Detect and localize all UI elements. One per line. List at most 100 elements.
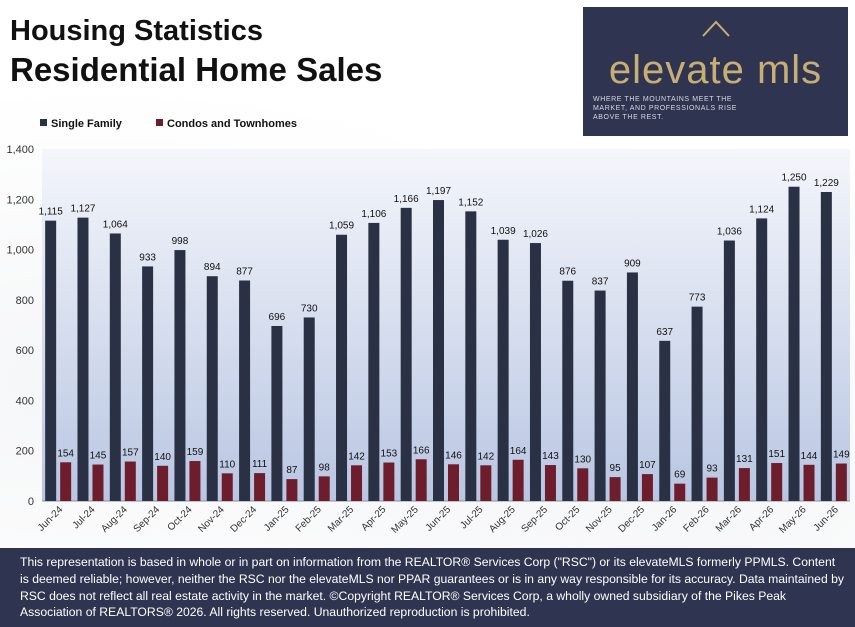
data-label-single-family: 637 xyxy=(656,327,673,338)
data-label-single-family: 1,026 xyxy=(523,229,548,240)
data-label-condos: 69 xyxy=(674,470,686,481)
bar-single-family xyxy=(142,266,154,501)
mountain-chevron-icon xyxy=(702,20,730,37)
bar-condos xyxy=(480,465,492,501)
data-label-condos: 110 xyxy=(219,459,235,470)
data-label-condos: 142 xyxy=(348,451,365,462)
x-tick-label: Sep-25 xyxy=(519,504,550,535)
bar-condos xyxy=(92,464,104,501)
x-tick-label: Mar-25 xyxy=(326,504,356,534)
logo-wordmark: elevate mls xyxy=(608,48,823,92)
x-tick-label: Oct-25 xyxy=(553,504,582,533)
data-label-single-family: 876 xyxy=(559,267,576,278)
data-label-condos: 153 xyxy=(381,449,398,460)
data-label-condos: 95 xyxy=(610,463,622,474)
bar-condos xyxy=(641,474,653,501)
data-label-single-family: 1,059 xyxy=(329,221,354,232)
x-tick-label: Jul-24 xyxy=(71,504,98,531)
bar-condos xyxy=(771,463,783,501)
bar-single-family xyxy=(723,240,735,501)
data-label-condos: 157 xyxy=(122,448,139,459)
x-tick-label: Nov-25 xyxy=(584,504,615,535)
bar-single-family xyxy=(691,306,703,501)
bar-single-family xyxy=(400,207,412,501)
data-label-condos: 166 xyxy=(413,445,430,456)
bar-condos xyxy=(609,477,621,501)
bar-single-family xyxy=(594,290,606,501)
bar-condos xyxy=(221,473,233,501)
bar-condos xyxy=(738,468,750,501)
y-tick-label: 200 xyxy=(16,446,34,458)
bar-condos xyxy=(351,465,363,501)
bar-condos xyxy=(512,459,524,501)
data-label-single-family: 909 xyxy=(624,258,641,269)
data-label-single-family: 837 xyxy=(592,277,609,288)
data-label-condos: 131 xyxy=(736,454,753,465)
data-label-single-family: 1,197 xyxy=(426,186,451,197)
x-tick-label: Jun-25 xyxy=(424,504,454,534)
x-tick-label: Jun-24 xyxy=(36,504,66,534)
x-tick-label: May-26 xyxy=(777,504,809,536)
bar-condos xyxy=(448,464,459,501)
data-label-condos: 98 xyxy=(319,462,331,473)
bar-condos xyxy=(286,479,298,501)
data-label-single-family: 1,152 xyxy=(458,197,483,208)
data-label-single-family: 933 xyxy=(139,252,156,263)
x-tick-label: Jul-25 xyxy=(458,504,485,531)
legend-item-condos: Condos and Townhomes xyxy=(156,117,297,131)
bar-single-family xyxy=(659,340,671,501)
footer-disclaimer: This representation is based in whole or… xyxy=(0,548,855,627)
x-tick-label: Apr-26 xyxy=(747,504,776,533)
bar-single-family xyxy=(77,217,89,501)
bar-single-family xyxy=(788,186,800,501)
bar-condos xyxy=(254,473,266,501)
bar-single-family xyxy=(756,218,768,501)
bar-single-family xyxy=(626,272,638,501)
logo-tagline: WHERE THE MOUNTAINS MEET THE MARKET, AND… xyxy=(593,96,738,121)
legend-label-condos: Condos and Townhomes xyxy=(167,118,297,130)
data-label-condos: 107 xyxy=(639,460,656,471)
data-label-condos: 140 xyxy=(154,452,171,463)
x-tick-label: Dec-24 xyxy=(229,504,260,535)
data-label-condos: 164 xyxy=(510,446,527,457)
bar-condos xyxy=(318,476,330,501)
legend-swatch-single-family xyxy=(40,119,47,126)
data-label-single-family: 730 xyxy=(301,303,318,314)
data-label-single-family: 1,229 xyxy=(814,178,839,189)
x-tick-label: Aug-24 xyxy=(99,504,130,535)
data-label-condos: 143 xyxy=(542,451,559,462)
disclaimer-text: This representation is based in whole or… xyxy=(20,555,844,620)
data-label-condos: 144 xyxy=(801,451,818,462)
page-title: Housing Statistics xyxy=(10,15,263,47)
data-label-condos: 154 xyxy=(57,448,74,459)
bar-single-family xyxy=(239,280,251,501)
bar-condos xyxy=(706,477,718,501)
data-label-single-family: 1,106 xyxy=(361,209,386,220)
bar-single-family xyxy=(562,280,574,501)
x-tick-label: Jan-25 xyxy=(262,504,292,534)
y-tick-label: 1,000 xyxy=(6,245,34,257)
data-label-single-family: 1,039 xyxy=(491,226,516,237)
data-label-single-family: 1,166 xyxy=(394,194,419,205)
x-tick-label: Feb-26 xyxy=(681,504,711,534)
bar-condos xyxy=(415,459,427,501)
housing-sales-bar-chart: 0 200 400 600 800 1,000 1,200 1,400 Jun-24 Jul-24… xyxy=(6,144,850,536)
bar-single-family xyxy=(45,220,57,501)
bar-single-family xyxy=(271,326,283,501)
data-label-condos: 146 xyxy=(445,450,462,461)
data-label-single-family: 696 xyxy=(269,312,286,323)
data-label-condos: 111 xyxy=(252,459,268,470)
data-label-single-family: 1,115 xyxy=(39,207,64,218)
x-tick-label: Feb-25 xyxy=(294,504,324,534)
bar-single-family xyxy=(529,243,541,501)
y-tick-label: 1,400 xyxy=(6,144,34,156)
x-tick-label: Jun-26 xyxy=(812,504,842,534)
data-label-condos: 149 xyxy=(833,450,850,461)
bar-condos xyxy=(577,468,589,501)
x-tick-label: Jan-26 xyxy=(650,504,680,534)
y-tick-label: 1,200 xyxy=(6,194,34,206)
bar-condos xyxy=(60,462,72,501)
legend-swatch-condos xyxy=(156,119,163,126)
bar-condos xyxy=(803,464,815,501)
data-label-single-family: 998 xyxy=(172,236,189,247)
